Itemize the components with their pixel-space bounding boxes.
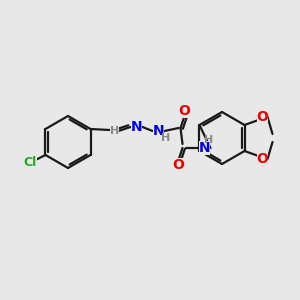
Text: H: H	[110, 126, 119, 136]
Text: H: H	[161, 133, 170, 143]
Text: H: H	[204, 135, 213, 145]
Text: N: N	[131, 120, 142, 134]
Text: O: O	[256, 110, 268, 124]
Text: N: N	[153, 124, 164, 138]
Text: Cl: Cl	[24, 157, 37, 169]
Text: O: O	[178, 104, 190, 118]
Text: O: O	[256, 152, 268, 166]
Text: O: O	[172, 158, 184, 172]
Text: N: N	[199, 141, 210, 155]
